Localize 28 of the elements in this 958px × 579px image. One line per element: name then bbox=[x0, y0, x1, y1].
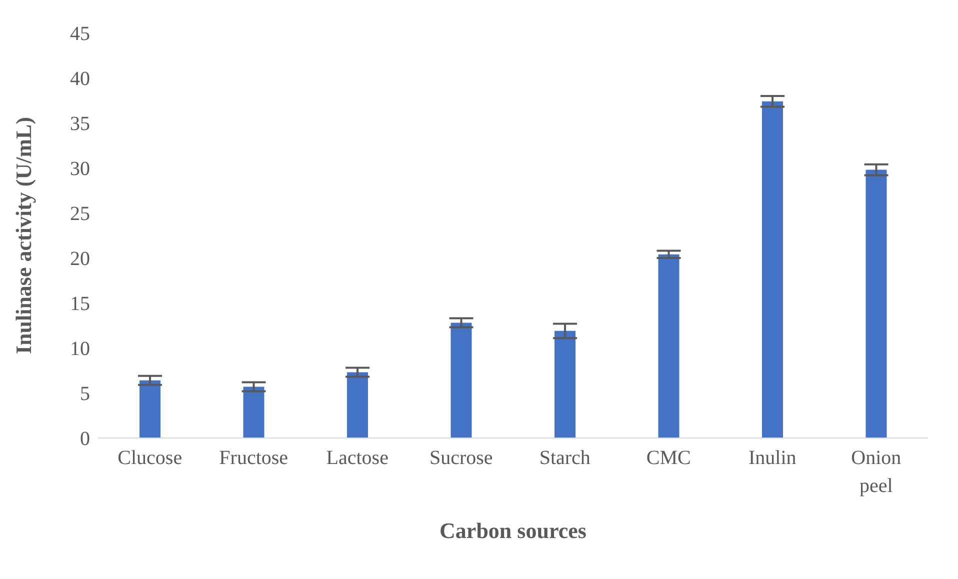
x-axis-title: Carbon sources bbox=[440, 518, 587, 543]
y-tick-label: 10 bbox=[70, 338, 90, 360]
y-tick-label: 45 bbox=[70, 23, 90, 46]
bar bbox=[140, 380, 160, 438]
x-tick-label: Starch bbox=[539, 447, 590, 469]
bar bbox=[450, 322, 472, 438]
y-tick-label: 35 bbox=[70, 113, 90, 136]
y-tick-label: 20 bbox=[70, 248, 90, 270]
y-tick-label: 30 bbox=[70, 158, 90, 180]
bar bbox=[347, 372, 368, 438]
bar bbox=[554, 330, 576, 438]
y-tick-label: 5 bbox=[80, 383, 90, 406]
y-tick-label: 40 bbox=[70, 68, 90, 90]
x-tick-label: Lactose bbox=[326, 447, 389, 469]
y-tick-label: 0 bbox=[80, 428, 90, 450]
x-tick-label: CMC bbox=[646, 447, 691, 469]
y-axis-title: Inulinase activity (U/mL) bbox=[10, 116, 36, 354]
y-tick-label: 15 bbox=[70, 293, 90, 316]
bar bbox=[762, 101, 783, 438]
bar bbox=[866, 170, 887, 438]
x-tick-label: Onion peel bbox=[851, 447, 902, 497]
x-tick-label: Fructose bbox=[219, 447, 288, 469]
x-tick-label: Inulin bbox=[748, 447, 796, 469]
x-tick-label: Clucose bbox=[118, 447, 182, 469]
x-tick-label: Sucrose bbox=[429, 447, 493, 469]
bar bbox=[658, 254, 680, 438]
bar bbox=[243, 386, 264, 438]
y-tick-label: 25 bbox=[70, 203, 90, 226]
